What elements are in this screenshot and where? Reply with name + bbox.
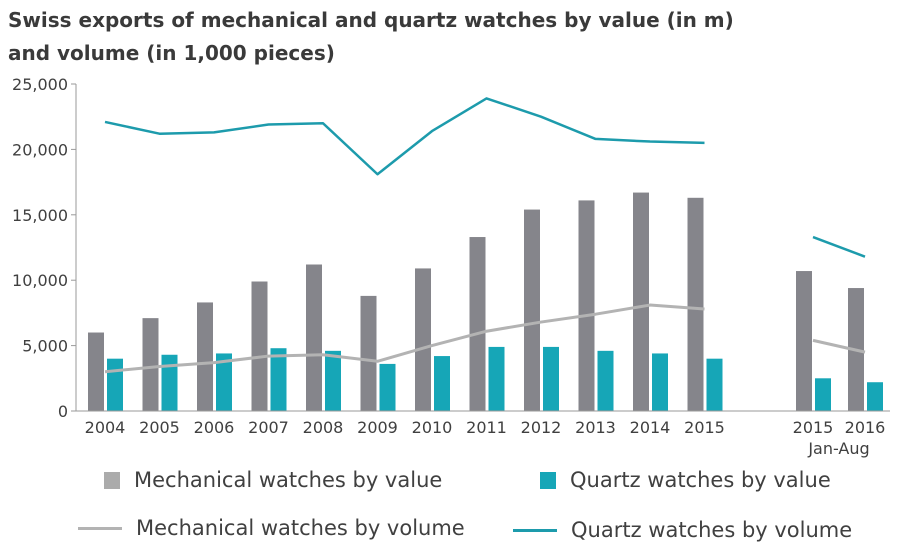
title-line-2: and volume (in 1,000 pieces) — [8, 41, 335, 65]
y-tick-label: 25,000 — [12, 75, 68, 94]
x-tick-label: 2013 — [575, 418, 616, 437]
bar-quartz-value — [597, 350, 614, 411]
x-tick-label: 2009 — [357, 418, 398, 437]
bar-quartz-value — [216, 353, 232, 411]
chart-title: Swiss exports of mechanical and quartz w… — [8, 4, 888, 70]
x-tick-label: 2012 — [521, 418, 562, 437]
bar-quartz-value — [434, 356, 450, 411]
bar-mechanical-value — [142, 318, 159, 411]
bar-quartz-value — [270, 348, 287, 411]
y-tick-label: 10,000 — [12, 271, 68, 290]
bar-quartz-value — [867, 382, 883, 411]
bar-quartz-value — [706, 358, 723, 411]
bar-quartz-value — [815, 378, 831, 411]
y-tick-label: 5,000 — [22, 337, 68, 356]
x-tick-label: 2014 — [630, 418, 671, 437]
bar-mechanical-value — [88, 332, 104, 411]
x-group-label: Jan-Aug — [807, 439, 869, 458]
bar-quartz-value — [325, 350, 341, 411]
x-tick-label: 2008 — [303, 418, 344, 437]
line-quartz-volume — [104, 97, 705, 176]
x-tick-label: 2006 — [194, 418, 235, 437]
x-tick-label: 2005 — [139, 418, 180, 437]
y-tick-label: 20,000 — [12, 140, 68, 159]
bar-mechanical-value — [360, 295, 377, 411]
bar-mechanical-value — [578, 200, 595, 411]
x-tick-label: 2015 — [684, 418, 725, 437]
title-line-1: Swiss exports of mechanical and quartz w… — [8, 8, 734, 32]
bar-mechanical-value — [633, 192, 649, 411]
x-tick-label: 2010 — [412, 418, 453, 437]
bar-quartz-value — [379, 363, 396, 411]
bar-quartz-value — [543, 346, 559, 411]
bar-mechanical-value — [415, 268, 431, 411]
bar-mechanical-value — [687, 197, 704, 411]
x-tick-label: 2011 — [466, 418, 507, 437]
bar-quartz-value — [488, 346, 505, 411]
x-tick-label: 2004 — [85, 418, 126, 437]
bar-mechanical-value — [469, 237, 486, 411]
line-quartz-volume-jan-aug — [812, 235, 866, 258]
x-tick-label: 2007 — [248, 418, 289, 437]
bar-mechanical-value — [524, 209, 540, 411]
bar-mechanical-value — [796, 271, 812, 411]
line-mechanical-volume — [104, 303, 705, 374]
y-tick-label: 15,000 — [12, 206, 68, 225]
bar-mechanical-value — [251, 281, 268, 411]
y-tick-label: 0 — [58, 402, 68, 421]
x-tick-label: 2015 — [793, 418, 834, 437]
bar-quartz-value — [161, 354, 178, 411]
bar-quartz-value — [652, 353, 668, 411]
line-mechanical-volume-jan-aug — [812, 338, 866, 354]
bar-mechanical-value — [197, 302, 213, 411]
x-tick-label: 2016 — [845, 418, 886, 437]
bar-quartz-value — [107, 358, 123, 411]
bar-mechanical-value — [306, 264, 322, 411]
